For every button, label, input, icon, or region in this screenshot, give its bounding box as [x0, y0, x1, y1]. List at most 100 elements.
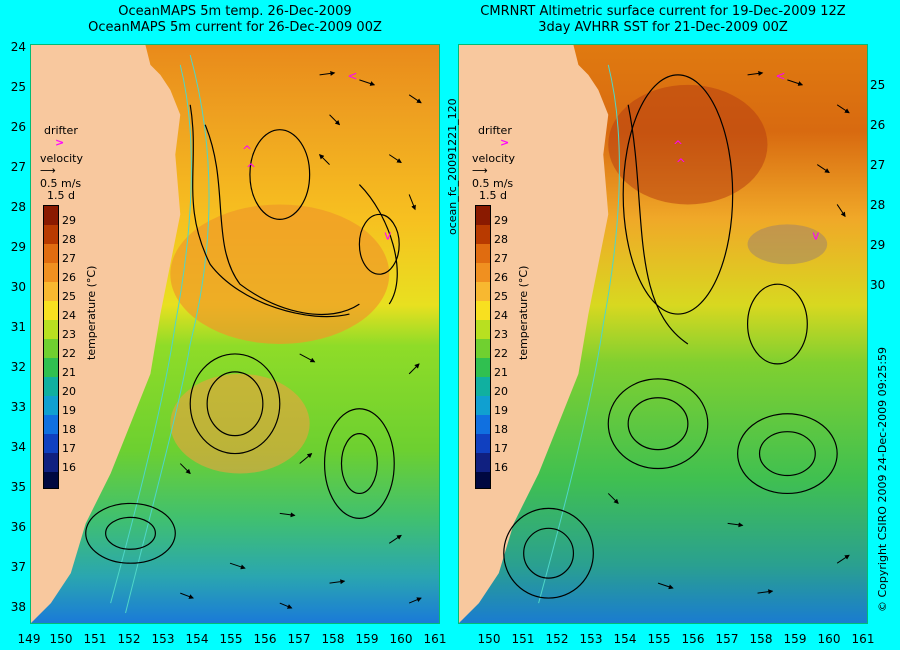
lat-label: 28: [10, 200, 26, 214]
left-warm-eddy: [170, 373, 310, 474]
temp-tick: 26: [494, 271, 508, 284]
right-drifter-1: <: [775, 69, 785, 83]
temp-tick: 21: [494, 366, 508, 379]
lat-label: 28: [870, 198, 886, 212]
lon-label-right: 161: [851, 632, 875, 646]
lat-label: 25: [10, 80, 26, 94]
lat-label: 38: [10, 600, 26, 614]
lon-label-left: 149: [17, 632, 41, 646]
lat-label: 26: [10, 120, 26, 134]
lon-label-right: 157: [715, 632, 739, 646]
right-map-svg: < ^ ^ v: [459, 45, 867, 623]
duration-label: 1.5 d: [47, 189, 75, 202]
temp-tick: 24: [494, 309, 508, 322]
left-map-title: OceanMAPS 5m temp. 26-Dec-2009 OceanMAPS…: [30, 4, 440, 36]
left-drifter-3: ^: [246, 162, 256, 176]
temp-tick: 21: [62, 366, 76, 379]
lon-label-left: 153: [151, 632, 175, 646]
lat-label: 37: [10, 560, 26, 574]
lat-label: 34: [10, 440, 26, 454]
temp-tick: 18: [62, 423, 76, 436]
temp-tick: 29: [494, 214, 508, 227]
drifter-label: drifter: [478, 124, 512, 137]
left-drifter-1: <: [347, 69, 357, 83]
left-temp-axis-label: temperature (°C): [85, 265, 98, 360]
left-map-panel: < ^ ^ v: [30, 44, 440, 624]
right-temp-axis-label: temperature (°C): [517, 265, 530, 360]
speed-label: 0.5 m/s: [472, 177, 514, 190]
temp-tick: 23: [62, 328, 76, 341]
lon-label-right: 160: [817, 632, 841, 646]
right-hot-patch: [608, 84, 768, 205]
temp-tick: 26: [62, 271, 76, 284]
left-colorbar: [43, 205, 59, 489]
right-cloud-patch: [747, 224, 828, 265]
right-drifter-3: ^: [676, 157, 686, 171]
duration-label: 1.5 d: [479, 189, 507, 202]
lon-label-right: 151: [511, 632, 535, 646]
right-map-panel: < ^ ^ v: [458, 44, 868, 624]
left-title-line1: OceanMAPS 5m temp. 26-Dec-2009: [118, 4, 352, 19]
right-land-mass: [459, 45, 609, 623]
file-id-label: ocean_fc_20091221_120: [446, 98, 459, 235]
temp-tick: 24: [62, 309, 76, 322]
lon-label-left: 152: [117, 632, 141, 646]
lon-label-right: 158: [749, 632, 773, 646]
left-drifter-2: ^: [242, 144, 252, 158]
temp-tick: 20: [62, 385, 76, 398]
lon-label-left: 161: [423, 632, 447, 646]
lat-label: 32: [10, 360, 26, 374]
lat-label: 36: [10, 520, 26, 534]
velocity-label: velocity: [472, 152, 515, 165]
temp-tick: 17: [62, 442, 76, 455]
lon-label-left: 157: [287, 632, 311, 646]
right-colorbar: [475, 205, 491, 489]
temp-tick: 20: [494, 385, 508, 398]
drifter-symbol: >: [500, 136, 510, 149]
right-title-line1: CMRNRT Altimetric surface current for 19…: [480, 4, 846, 19]
right-map-title: CMRNRT Altimetric surface current for 19…: [458, 4, 868, 36]
lon-label-left: 151: [83, 632, 107, 646]
right-drifter-2: ^: [673, 139, 683, 153]
lat-label: 25: [870, 78, 886, 92]
lat-label: 27: [870, 158, 886, 172]
lon-label-right: 153: [579, 632, 603, 646]
lat-label: 30: [10, 280, 26, 294]
left-streamlines: [85, 104, 400, 564]
left-contour-slope: [125, 54, 210, 614]
temp-tick: 22: [494, 347, 508, 360]
velocity-arrow-icon: ⟶: [472, 164, 488, 177]
temp-tick: 19: [494, 404, 508, 417]
lon-label-left: 155: [219, 632, 243, 646]
temp-tick: 19: [62, 404, 76, 417]
lon-label-left: 154: [185, 632, 209, 646]
lon-label-left: 160: [389, 632, 413, 646]
lon-label-left: 159: [355, 632, 379, 646]
left-land-mass: [31, 45, 181, 623]
lat-label: 29: [870, 238, 886, 252]
lat-label: 24: [10, 40, 26, 54]
copyright-label: © Copyright CSIRO 2009 24-Dec-2009 09:25…: [876, 346, 889, 612]
velocity-label: velocity: [40, 152, 83, 165]
lon-label-left: 150: [49, 632, 73, 646]
drifter-symbol: >: [55, 136, 65, 149]
temp-tick: 22: [62, 347, 76, 360]
temp-tick: 25: [62, 290, 76, 303]
lon-label-right: 156: [681, 632, 705, 646]
temp-tick: 18: [494, 423, 508, 436]
temp-tick: 25: [494, 290, 508, 303]
right-velocity-arrows: [607, 70, 850, 595]
lat-label: 26: [870, 118, 886, 132]
temp-tick: 17: [494, 442, 508, 455]
lon-label-right: 159: [783, 632, 807, 646]
lat-label: 31: [10, 320, 26, 334]
lon-label-right: 150: [477, 632, 501, 646]
left-velocity-arrows: [179, 70, 422, 609]
temp-tick: 23: [494, 328, 508, 341]
lon-label-left: 156: [253, 632, 277, 646]
left-warm-core: [170, 204, 390, 344]
velocity-arrow-icon: ⟶: [40, 164, 56, 177]
lat-label: 33: [10, 400, 26, 414]
right-streamlines: [503, 74, 838, 599]
lat-label: 35: [10, 480, 26, 494]
